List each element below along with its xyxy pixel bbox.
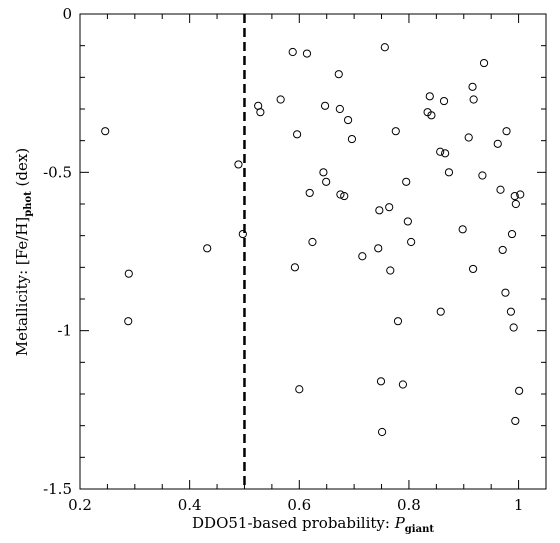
data-point [124, 317, 133, 326]
data-point [507, 229, 517, 239]
data-point [468, 82, 477, 91]
data-point [427, 111, 436, 120]
data-point [391, 127, 400, 136]
data-point [458, 225, 467, 234]
data-point [320, 101, 330, 110]
data-point [290, 263, 300, 272]
data-point [308, 237, 317, 247]
plot-frame [79, 13, 547, 490]
data-point [124, 269, 133, 278]
x-tick-label: 0.8 [397, 496, 421, 514]
data-point [374, 244, 383, 253]
data-point [322, 177, 331, 186]
data-point [506, 307, 516, 316]
data-point [295, 385, 304, 394]
data-point [377, 427, 387, 437]
x-axis-label-subscript: giant [405, 524, 435, 535]
data-point [511, 199, 520, 209]
data-point [511, 416, 520, 426]
data-point [436, 307, 445, 316]
data-point [101, 127, 110, 136]
data-point [441, 149, 450, 158]
data-point [380, 43, 389, 52]
data-point [496, 185, 505, 194]
y-tick-label: -1 [57, 322, 72, 340]
data-point [347, 134, 357, 144]
y-axis-label: Metallicity: [Fe/H]phot (dex) [13, 148, 34, 356]
data-point [464, 133, 473, 142]
data-point [334, 70, 343, 79]
data-point [502, 127, 511, 136]
data-point [376, 377, 386, 386]
data-point [425, 92, 434, 101]
data-point [393, 317, 403, 326]
data-point [478, 171, 487, 180]
y-axis-label-subscript: phot [23, 191, 34, 217]
data-point [335, 104, 344, 114]
x-tick-label: 0.6 [287, 496, 311, 514]
data-points [101, 43, 525, 437]
data-point [343, 115, 353, 125]
x-axis-label-variable: P [394, 514, 406, 532]
data-point [336, 190, 345, 199]
data-point [469, 95, 478, 104]
data-point [510, 191, 519, 201]
data-point [319, 168, 328, 177]
data-point [305, 188, 314, 198]
data-point [436, 147, 445, 156]
data-point [479, 58, 489, 68]
x-tick-label: 0.4 [178, 496, 202, 514]
data-point [498, 245, 507, 255]
y-tick-label: -1.5 [43, 480, 72, 498]
data-point [407, 237, 416, 247]
x-tick-label: 0.2 [68, 496, 92, 514]
y-tick-label: -0.5 [43, 163, 72, 181]
data-point [439, 96, 449, 106]
y-tick-label: 0 [62, 5, 72, 23]
data-point [468, 264, 478, 274]
data-point [238, 229, 247, 239]
data-point [302, 49, 312, 58]
x-axis-label: DDO51-based probability: Pgiant [192, 514, 434, 535]
data-point [375, 206, 384, 215]
data-point [509, 323, 518, 332]
data-point [386, 266, 395, 275]
data-point [288, 47, 297, 57]
data-point [203, 244, 212, 253]
data-point [385, 203, 394, 212]
x-axis-label-main: DDO51-based probability: [192, 514, 395, 532]
y-axis-label-unit: (dex) [13, 148, 31, 191]
y-axis-label-main: Metallicity: [Fe/H] [13, 217, 31, 356]
data-point [234, 160, 243, 169]
x-tick-label: 1 [514, 496, 524, 514]
data-point [403, 217, 412, 226]
data-point [340, 191, 349, 201]
data-point [398, 380, 408, 389]
axis-ticks [79, 13, 546, 490]
data-point [256, 108, 265, 117]
data-point [516, 190, 525, 199]
data-point [402, 177, 411, 186]
data-point [444, 168, 454, 177]
data-point [493, 139, 502, 148]
data-point [501, 288, 510, 297]
data-point [358, 252, 367, 261]
data-point [276, 95, 285, 104]
tick-labels: 0.2 0.4 0.6 0.8 1 0 -0.5 -1 -1.5 [43, 5, 523, 514]
data-point [293, 130, 302, 139]
data-point [515, 386, 524, 395]
